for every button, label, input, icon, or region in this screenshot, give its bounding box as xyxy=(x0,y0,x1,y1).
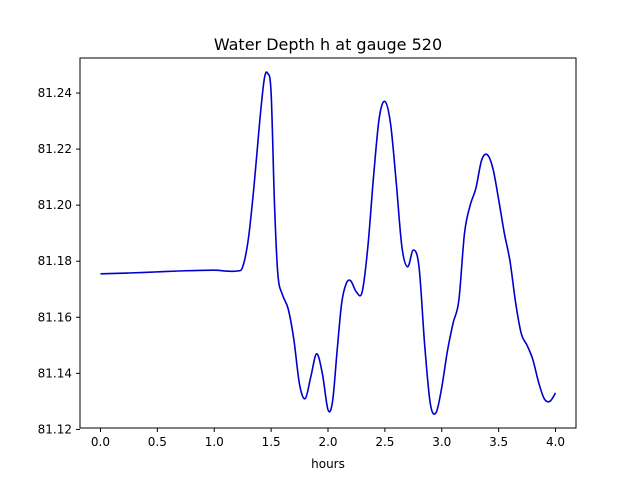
x-tick-label: 2.0 xyxy=(318,435,337,449)
x-tick-label: 4.0 xyxy=(546,435,565,449)
y-tick-label: 81.24 xyxy=(38,86,72,100)
y-tick-label: 81.18 xyxy=(38,254,72,268)
x-tick-label: 1.0 xyxy=(205,435,224,449)
x-tick-label: 1.5 xyxy=(262,435,281,449)
y-axis-ticks: 81.12 81.14 81.16 81.18 81.20 81.22 81.24 xyxy=(38,86,80,436)
series-line xyxy=(100,71,557,415)
y-tick-label: 81.12 xyxy=(38,422,72,436)
x-tick-label: 0.0 xyxy=(91,435,110,449)
x-tick-label: 2.5 xyxy=(375,435,394,449)
y-tick-label: 81.22 xyxy=(38,142,72,156)
x-tick-label: 3.5 xyxy=(489,435,508,449)
y-tick-label: 81.20 xyxy=(38,198,72,212)
x-axis-label: hours xyxy=(311,457,345,471)
series-layer xyxy=(100,71,557,415)
chart-title: Water Depth h at gauge 520 xyxy=(214,35,442,54)
x-axis-ticks: 0.0 0.5 1.0 1.5 2.0 2.5 3.0 3.5 4.0 xyxy=(91,428,565,449)
y-tick-label: 81.16 xyxy=(38,310,72,324)
y-tick-label: 81.14 xyxy=(38,366,72,380)
x-tick-label: 3.0 xyxy=(432,435,451,449)
x-tick-label: 0.5 xyxy=(148,435,167,449)
